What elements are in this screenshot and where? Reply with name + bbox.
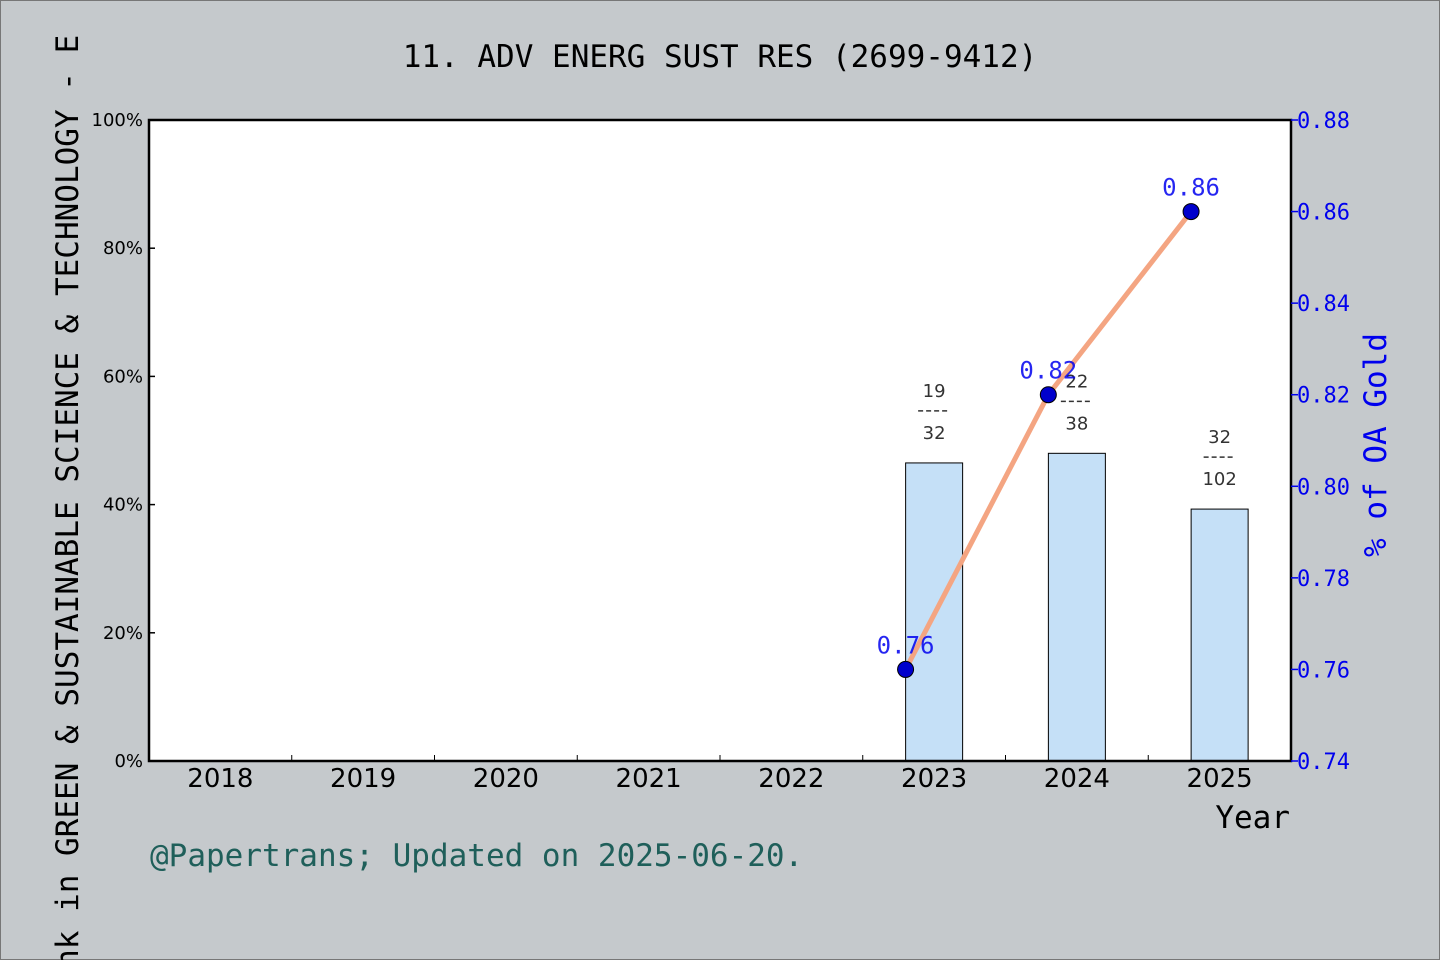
right-tick-label: 0.74 [1297, 750, 1350, 775]
oa-gold-value-label-2025: 0.86 [1162, 174, 1220, 202]
left-tick-label: 20% [103, 623, 143, 644]
right-axis-label: % of OA Gold [1358, 333, 1394, 557]
left-tick-label: 40% [103, 495, 143, 516]
left-tick-label: 60% [103, 366, 143, 387]
bar-total-label-2025: 102 [1202, 469, 1236, 490]
right-tick-label: 0.84 [1297, 292, 1350, 317]
bars-layer [905, 452, 1249, 762]
bar-total-label-2023: 32 [923, 423, 946, 444]
right-tick-label: 0.82 [1297, 384, 1350, 409]
x-tick-label-2024: 2024 [1044, 764, 1110, 794]
bar-rank-label-2024: 22 [1065, 371, 1088, 392]
x-axis: 2018 2019 2020 2021 2022 2023 2024 2025 [187, 755, 1253, 794]
x-tick-label-2019: 2019 [330, 764, 396, 794]
x-tick-label-2018: 2018 [187, 764, 253, 794]
x-tick-label-2025: 2025 [1187, 764, 1253, 794]
chart-title: 11. ADV ENERG SUST RES (2699-9412) [403, 39, 1038, 75]
oa-gold-value-label-2023: 0.76 [877, 631, 935, 659]
bar-rank-label-2025: 32 [1208, 427, 1231, 448]
footer-credit: @Papertrans; Updated on 2025-06-20. [150, 838, 803, 874]
bar-total-label-2024: 38 [1065, 413, 1088, 434]
left-tick-label: 80% [103, 238, 143, 259]
x-tick-label-2022: 2022 [758, 764, 824, 794]
right-tick-label: 0.76 [1297, 658, 1350, 683]
left-axis-label: Rank in GREEN & SUSTAINABLE SCIENCE & TE… [50, 35, 86, 960]
oa-gold-point-2024 [1039, 386, 1057, 404]
bar-2025 [1190, 508, 1249, 762]
right-tick-label: 0.78 [1297, 567, 1350, 592]
oa-gold-point-2025 [1182, 203, 1200, 221]
left-tick-label: 0% [114, 751, 143, 772]
left-axis: 0% 20% 40% 60% 80% 100% [92, 110, 155, 772]
x-axis-label: Year [1215, 800, 1290, 836]
x-tick-label-2020: 2020 [473, 764, 539, 794]
bar-2024 [1047, 452, 1106, 762]
right-tick-label: 0.80 [1297, 475, 1350, 500]
oa-gold-value-label-2024: 0.82 [1019, 357, 1077, 385]
line-layer [897, 203, 1200, 678]
left-tick-label: 100% [92, 110, 143, 131]
x-tick-label-2023: 2023 [901, 764, 967, 794]
right-tick-label: 0.86 [1297, 201, 1350, 226]
right-axis: 0.74 0.76 0.78 0.80 0.82 0.84 0.86 0.88 [1291, 109, 1350, 775]
bar-rank-label-2023: 19 [923, 381, 946, 402]
plot-area [149, 120, 1291, 761]
x-tick-label-2021: 2021 [616, 764, 682, 794]
right-tick-label: 0.88 [1297, 109, 1350, 134]
labels-layer: 19 32 22 38 32 102 0.76 0.82 0.86 [877, 174, 1237, 660]
oa-gold-point-2023 [897, 660, 915, 678]
